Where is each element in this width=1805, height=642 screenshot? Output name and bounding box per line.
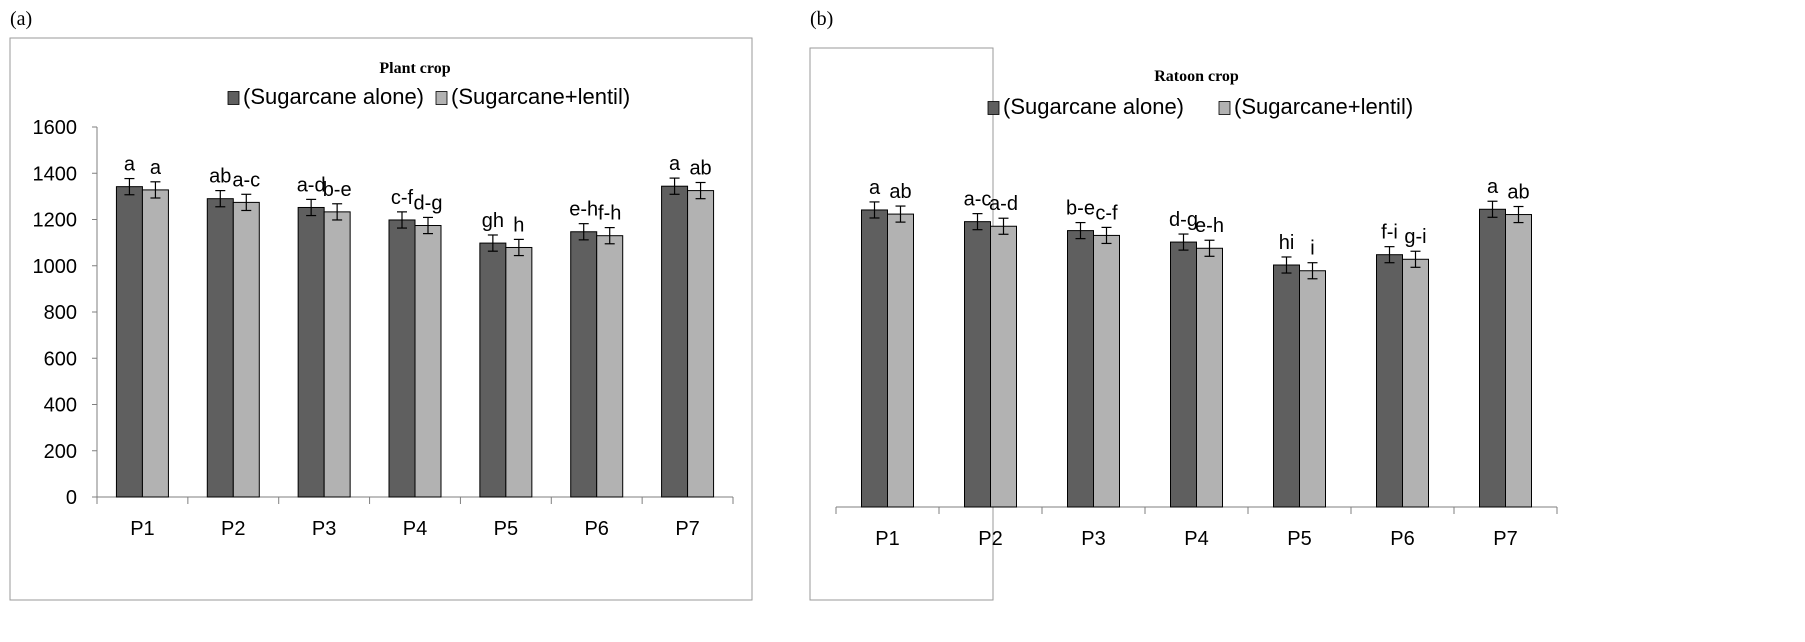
- bar-sugarcane-alone: [861, 209, 888, 508]
- significance-label: e-h: [1195, 215, 1224, 237]
- significance-label: ab: [209, 166, 231, 188]
- significance-label: a-d: [989, 193, 1018, 215]
- bar-sugarcane-alone: [1273, 264, 1300, 508]
- bar-sugarcane-lentil: [1505, 214, 1532, 508]
- bar-sugarcane-alone: [1376, 254, 1403, 508]
- y-tick-label: 1200: [33, 210, 78, 232]
- significance-label: e-h: [569, 199, 598, 221]
- chart-panel-a: (a)Plant crop(Sugarcane alone) (Sugarcane…: [9, 8, 753, 601]
- legend-label-sugarcane-alone: (Sugarcane alone): [1003, 94, 1184, 119]
- significance-label: a: [669, 153, 681, 175]
- y-tick-label: 1600: [33, 117, 78, 139]
- significance-label: i: [1310, 238, 1314, 260]
- significance-label: hi: [1279, 232, 1295, 254]
- x-category-label: P7: [1493, 528, 1517, 550]
- bar-sugarcane-lentil: [1402, 258, 1429, 508]
- chart-title: Plant crop: [379, 60, 450, 77]
- y-tick-label: 600: [44, 348, 77, 370]
- significance-label: ab: [889, 181, 911, 203]
- bar-sugarcane-lentil: [505, 246, 533, 498]
- significance-label: b-e: [323, 179, 352, 201]
- significance-label: c-f: [391, 187, 414, 209]
- bar-sugarcane-lentil: [1299, 270, 1326, 508]
- legend-swatch-sugarcane-lentil: [1218, 101, 1231, 115]
- bar-sugarcane-alone: [661, 185, 689, 498]
- x-category-label: P4: [403, 518, 427, 540]
- bar-sugarcane-lentil: [1196, 247, 1223, 508]
- x-category-label: P6: [584, 518, 608, 540]
- legend-swatch-sugarcane-lentil: [435, 91, 448, 105]
- significance-label: a: [1487, 176, 1499, 198]
- significance-label: f-h: [598, 203, 621, 225]
- x-category-label: P1: [875, 528, 899, 550]
- panel-label: (b): [810, 8, 833, 30]
- bar-sugarcane-lentil: [414, 225, 442, 498]
- significance-label: g-i: [1404, 226, 1426, 248]
- bar-sugarcane-alone: [1067, 230, 1094, 508]
- x-category-label: P4: [1184, 528, 1208, 550]
- significance-label: a-d: [297, 174, 326, 196]
- legend-swatch-sugarcane-alone: [227, 91, 240, 105]
- significance-label: a-c: [964, 189, 992, 211]
- significance-label: ab: [1507, 182, 1529, 204]
- bar-sugarcane-alone: [388, 219, 416, 498]
- x-category-label: P1: [130, 518, 154, 540]
- y-tick-label: 200: [44, 441, 77, 463]
- bar-sugarcane-lentil: [323, 211, 351, 498]
- bar-sugarcane-lentil: [687, 190, 715, 498]
- x-category-label: P3: [312, 518, 336, 540]
- legend: (Sugarcane alone) (Sugarcane+lentil): [227, 84, 630, 109]
- bar-sugarcane-alone: [964, 221, 991, 508]
- chart-title: Ratoon crop: [1154, 68, 1239, 85]
- bar-sugarcane-lentil: [990, 225, 1017, 508]
- bar-sugarcane-alone: [1170, 241, 1197, 508]
- significance-label: a: [869, 177, 881, 199]
- bar-sugarcane-alone: [206, 198, 234, 498]
- significance-label: d-g: [414, 192, 443, 214]
- panel-label: (a): [10, 8, 32, 30]
- y-tick-label: 1400: [33, 163, 78, 185]
- x-category-label: P6: [1390, 528, 1414, 550]
- bar-sugarcane-lentil: [232, 201, 260, 498]
- significance-label: ab: [689, 158, 711, 180]
- chart-panel-b: (b)Ratoon crop(Sugarcane alone) (Sugarcan…: [809, 8, 1558, 601]
- legend: (Sugarcane alone) (Sugarcane+lentil): [987, 94, 1413, 119]
- x-category-label: P2: [221, 518, 245, 540]
- bar-sugarcane-alone: [1479, 208, 1506, 508]
- bar-sugarcane-lentil: [887, 213, 914, 508]
- bar-sugarcane-alone: [479, 242, 507, 498]
- significance-label: f-i: [1381, 222, 1398, 244]
- x-category-label: P7: [675, 518, 699, 540]
- significance-label: c-f: [1095, 202, 1118, 224]
- significance-label: b-e: [1066, 198, 1095, 220]
- bar-sugarcane-lentil: [596, 235, 624, 498]
- significance-label: a: [150, 157, 162, 179]
- significance-label: d-g: [1169, 209, 1198, 231]
- y-tick-label: 1000: [33, 256, 78, 278]
- bar-sugarcane-alone: [297, 206, 325, 498]
- legend-label-sugarcane-lentil: (Sugarcane+lentil): [451, 84, 630, 109]
- x-category-label: P2: [978, 528, 1002, 550]
- bar-sugarcane-lentil: [141, 189, 169, 498]
- x-category-label: P3: [1081, 528, 1105, 550]
- significance-label: h: [513, 214, 524, 236]
- y-tick-label: 400: [44, 395, 77, 417]
- significance-label: gh: [482, 210, 504, 232]
- significance-label: a-c: [232, 169, 260, 191]
- y-tick-label: 0: [66, 487, 77, 509]
- legend-swatch-sugarcane-alone: [987, 101, 1000, 115]
- y-tick-label: 800: [44, 302, 77, 324]
- bar-sugarcane-alone: [115, 186, 143, 498]
- x-category-label: P5: [1287, 528, 1311, 550]
- legend-label-sugarcane-alone: (Sugarcane alone): [243, 84, 424, 109]
- bar-sugarcane-alone: [570, 231, 598, 498]
- bar-sugarcane-lentil: [1093, 234, 1120, 508]
- x-category-label: P5: [494, 518, 518, 540]
- legend-label-sugarcane-lentil: (Sugarcane+lentil): [1234, 94, 1413, 119]
- significance-label: a: [124, 154, 136, 176]
